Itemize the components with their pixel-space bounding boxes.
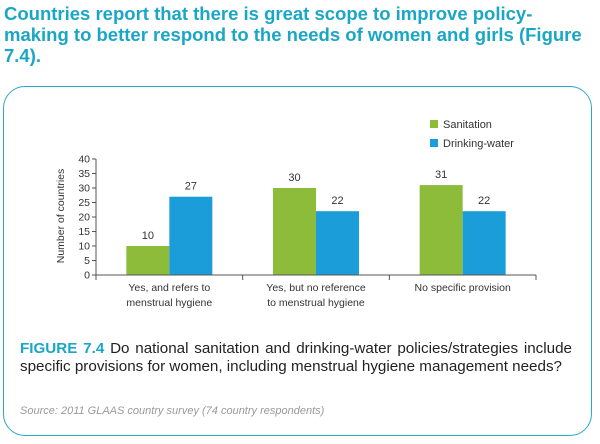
- figure-panel: [3, 86, 592, 436]
- source-note: Source: 2011 GLAAS country survey (74 co…: [20, 405, 325, 417]
- x-tick-label: No specific provision: [415, 282, 511, 294]
- y-tick-label: 25: [78, 197, 90, 209]
- x-tick-label: Yes, but no reference: [266, 282, 366, 294]
- y-tick-label: 0: [84, 270, 90, 282]
- y-tick-label: 10: [78, 241, 90, 253]
- headline: Countries report that there is great sco…: [4, 3, 582, 66]
- x-tick-label: to menstrual hygiene: [267, 297, 365, 309]
- figure-label: FIGURE 7.4: [20, 340, 105, 357]
- legend-label: Sanitation: [443, 119, 492, 131]
- y-tick-label: 5: [84, 255, 90, 267]
- bar-drinking-water: [462, 211, 506, 275]
- bar-drinking-water: [316, 211, 359, 275]
- data-label: 22: [478, 195, 490, 207]
- legend-swatch: [430, 120, 438, 128]
- bar-sanitation: [273, 188, 316, 275]
- bar-sanitation: [419, 185, 463, 275]
- y-tick-label: 35: [78, 168, 90, 180]
- bar-drinking-water: [169, 196, 213, 275]
- x-tick-label: menstrual hygiene: [126, 297, 212, 309]
- y-tick-label: 30: [78, 183, 90, 195]
- y-tick-label: 40: [78, 154, 90, 166]
- bars: 10 27 30 22 31 22: [126, 169, 506, 275]
- data-label: 22: [331, 195, 343, 207]
- x-axis: Yes, and refers to menstrual hygiene Yes, …: [95, 274, 537, 309]
- y-tick-label: 15: [78, 226, 90, 238]
- x-tick-label: Yes, and refers to: [128, 282, 210, 294]
- y-axis: 0 5 10 15 20 25 30 35 40: [78, 154, 97, 282]
- data-label: 10: [142, 230, 154, 242]
- chart-legend: Sanitation Drinking-water: [430, 119, 514, 150]
- data-label: 31: [435, 169, 447, 181]
- bar-sanitation: [126, 246, 170, 275]
- figure-caption: FIGURE 7.4 Do national sanitation and dr…: [20, 340, 572, 376]
- bar-chart: Sanitation Drinking-water Number of count…: [55, 119, 537, 309]
- data-label: 27: [185, 181, 197, 193]
- y-axis-label: Number of countries: [55, 169, 67, 264]
- y-tick-label: 20: [78, 212, 90, 224]
- legend-swatch: [430, 139, 438, 147]
- caption-text: Do national sanitation and drinking-wate…: [20, 340, 572, 375]
- legend-label: Drinking-water: [443, 138, 514, 150]
- data-label: 30: [288, 172, 300, 184]
